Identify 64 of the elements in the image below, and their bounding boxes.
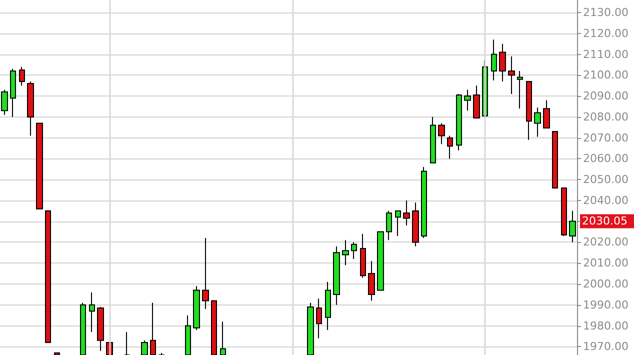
candlestick xyxy=(19,66,25,86)
candlestick xyxy=(185,314,191,355)
y-tick-label: 1980.00 xyxy=(583,319,628,332)
candlestick xyxy=(54,352,60,355)
y-tick-label: 2010.00 xyxy=(583,256,628,270)
y-tick-label: 2070.00 xyxy=(583,131,628,144)
candlestick xyxy=(421,166,427,239)
y-tick-label: 2060.00 xyxy=(583,152,628,166)
candlestick xyxy=(499,43,506,82)
candlestick xyxy=(473,85,480,118)
candlestick xyxy=(1,89,8,116)
candlestick xyxy=(412,202,419,247)
candlestick xyxy=(403,200,410,226)
candlestick xyxy=(368,260,375,302)
candlestick xyxy=(141,340,148,355)
candlestick xyxy=(36,122,43,210)
candlestick xyxy=(342,240,349,266)
y-tick-label: 2110.00 xyxy=(583,48,628,61)
candlestick xyxy=(552,131,558,188)
y-tick-label: 2050.00 xyxy=(583,173,628,186)
y-tick-label: 1970.00 xyxy=(583,340,628,354)
candlestick xyxy=(80,302,86,355)
candlestick xyxy=(526,80,532,140)
candlestick xyxy=(45,210,51,343)
candlestick xyxy=(456,93,462,151)
candlestick xyxy=(386,210,392,241)
candlestick xyxy=(220,321,226,355)
text: 2030.05 xyxy=(582,214,628,228)
candlestick xyxy=(89,292,95,333)
candlestick xyxy=(464,89,471,112)
candlestick xyxy=(10,68,16,118)
candlestick xyxy=(360,233,366,278)
candlestick xyxy=(543,100,550,129)
candlestick xyxy=(447,135,453,160)
candlestick xyxy=(150,302,156,355)
candlestick xyxy=(333,246,340,306)
candlestick xyxy=(395,210,401,236)
y-tick-label: 2130.00 xyxy=(583,6,628,20)
candlestick xyxy=(569,210,576,243)
candlestick xyxy=(27,80,34,136)
candlestick xyxy=(438,122,445,145)
candlestick xyxy=(534,107,541,138)
candlestick xyxy=(561,187,567,236)
candlestick xyxy=(430,116,436,164)
candlestick xyxy=(202,238,209,310)
y-tick-label: 2020.00 xyxy=(583,236,628,249)
candlestick xyxy=(193,286,200,330)
y-tick-label: 2100.00 xyxy=(583,68,628,82)
candlestick xyxy=(211,300,217,355)
y-tick-label: 2080.00 xyxy=(583,110,628,124)
candlestick xyxy=(307,302,314,355)
y-tick-label: 2040.00 xyxy=(583,194,628,207)
candlestick xyxy=(351,242,357,260)
candlestick xyxy=(97,306,104,352)
candlestick xyxy=(325,281,331,330)
candlestick xyxy=(517,70,523,110)
y-tick-label: 2120.00 xyxy=(583,26,628,40)
y-tick-label: 1990.00 xyxy=(583,298,628,312)
candlestick xyxy=(491,39,497,81)
candlestick xyxy=(316,298,322,339)
candlestick xyxy=(508,56,515,94)
y-tick-label: 2000.00 xyxy=(583,278,628,290)
candlestick xyxy=(377,231,384,291)
y-tick-label: 2090.00 xyxy=(583,90,628,103)
